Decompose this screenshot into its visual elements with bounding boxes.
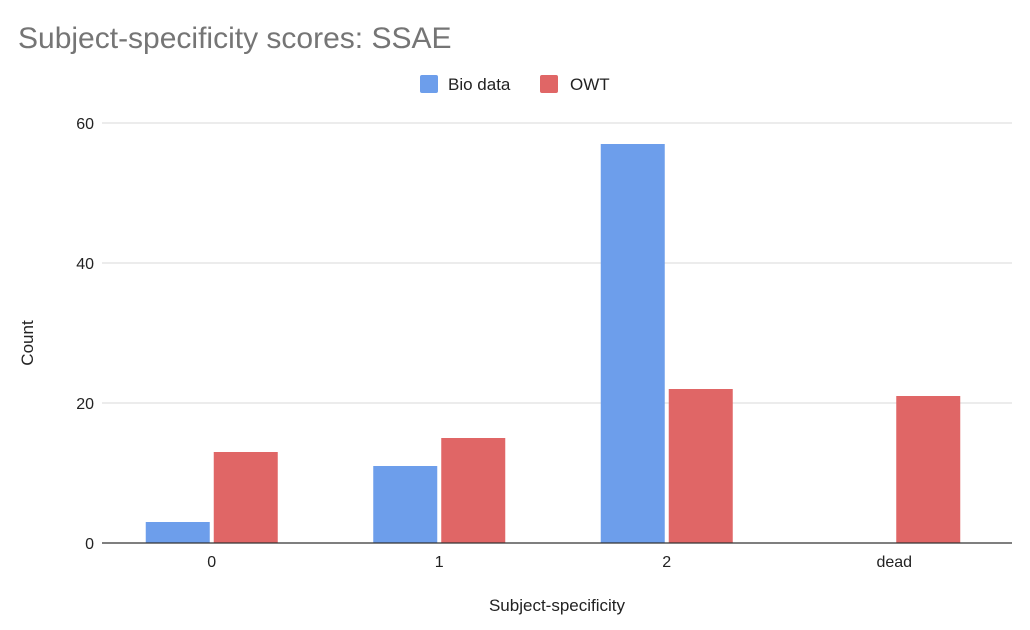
bar-bio-data-0: [145, 522, 210, 543]
y-tick-label: 0: [85, 536, 94, 553]
bar-owt-1: [441, 438, 506, 543]
bar-owt-dead: [896, 396, 961, 543]
x-tick-label: 0: [207, 554, 216, 571]
legend-label-bio-data: Bio data: [448, 75, 511, 94]
gridlines: [102, 122, 1012, 404]
y-tick-label: 40: [76, 256, 94, 273]
legend: Bio data OWT: [420, 75, 610, 94]
legend-swatch-owt: [540, 75, 558, 93]
x-tick-label: 1: [435, 554, 444, 571]
legend-label-owt: OWT: [570, 75, 610, 94]
x-tick-label: 2: [662, 554, 671, 571]
bar-bio-data-2: [600, 144, 665, 543]
legend-swatch-bio-data: [420, 75, 438, 93]
y-axis-label: Count: [18, 320, 37, 366]
bar-owt-0: [213, 452, 278, 543]
x-axis-ticks: 0 1 2 dead: [207, 554, 912, 571]
y-tick-label: 60: [76, 116, 94, 133]
bars: [145, 144, 961, 543]
y-tick-label: 20: [76, 396, 94, 413]
chart-title: Subject-specificity scores: SSAE: [18, 22, 452, 55]
x-axis-label: Subject-specificity: [489, 596, 626, 615]
bar-bio-data-1: [373, 466, 438, 543]
bar-owt-2: [668, 389, 733, 543]
y-axis-ticks: 0 20 40 60: [76, 116, 94, 553]
x-tick-label: dead: [876, 554, 912, 571]
